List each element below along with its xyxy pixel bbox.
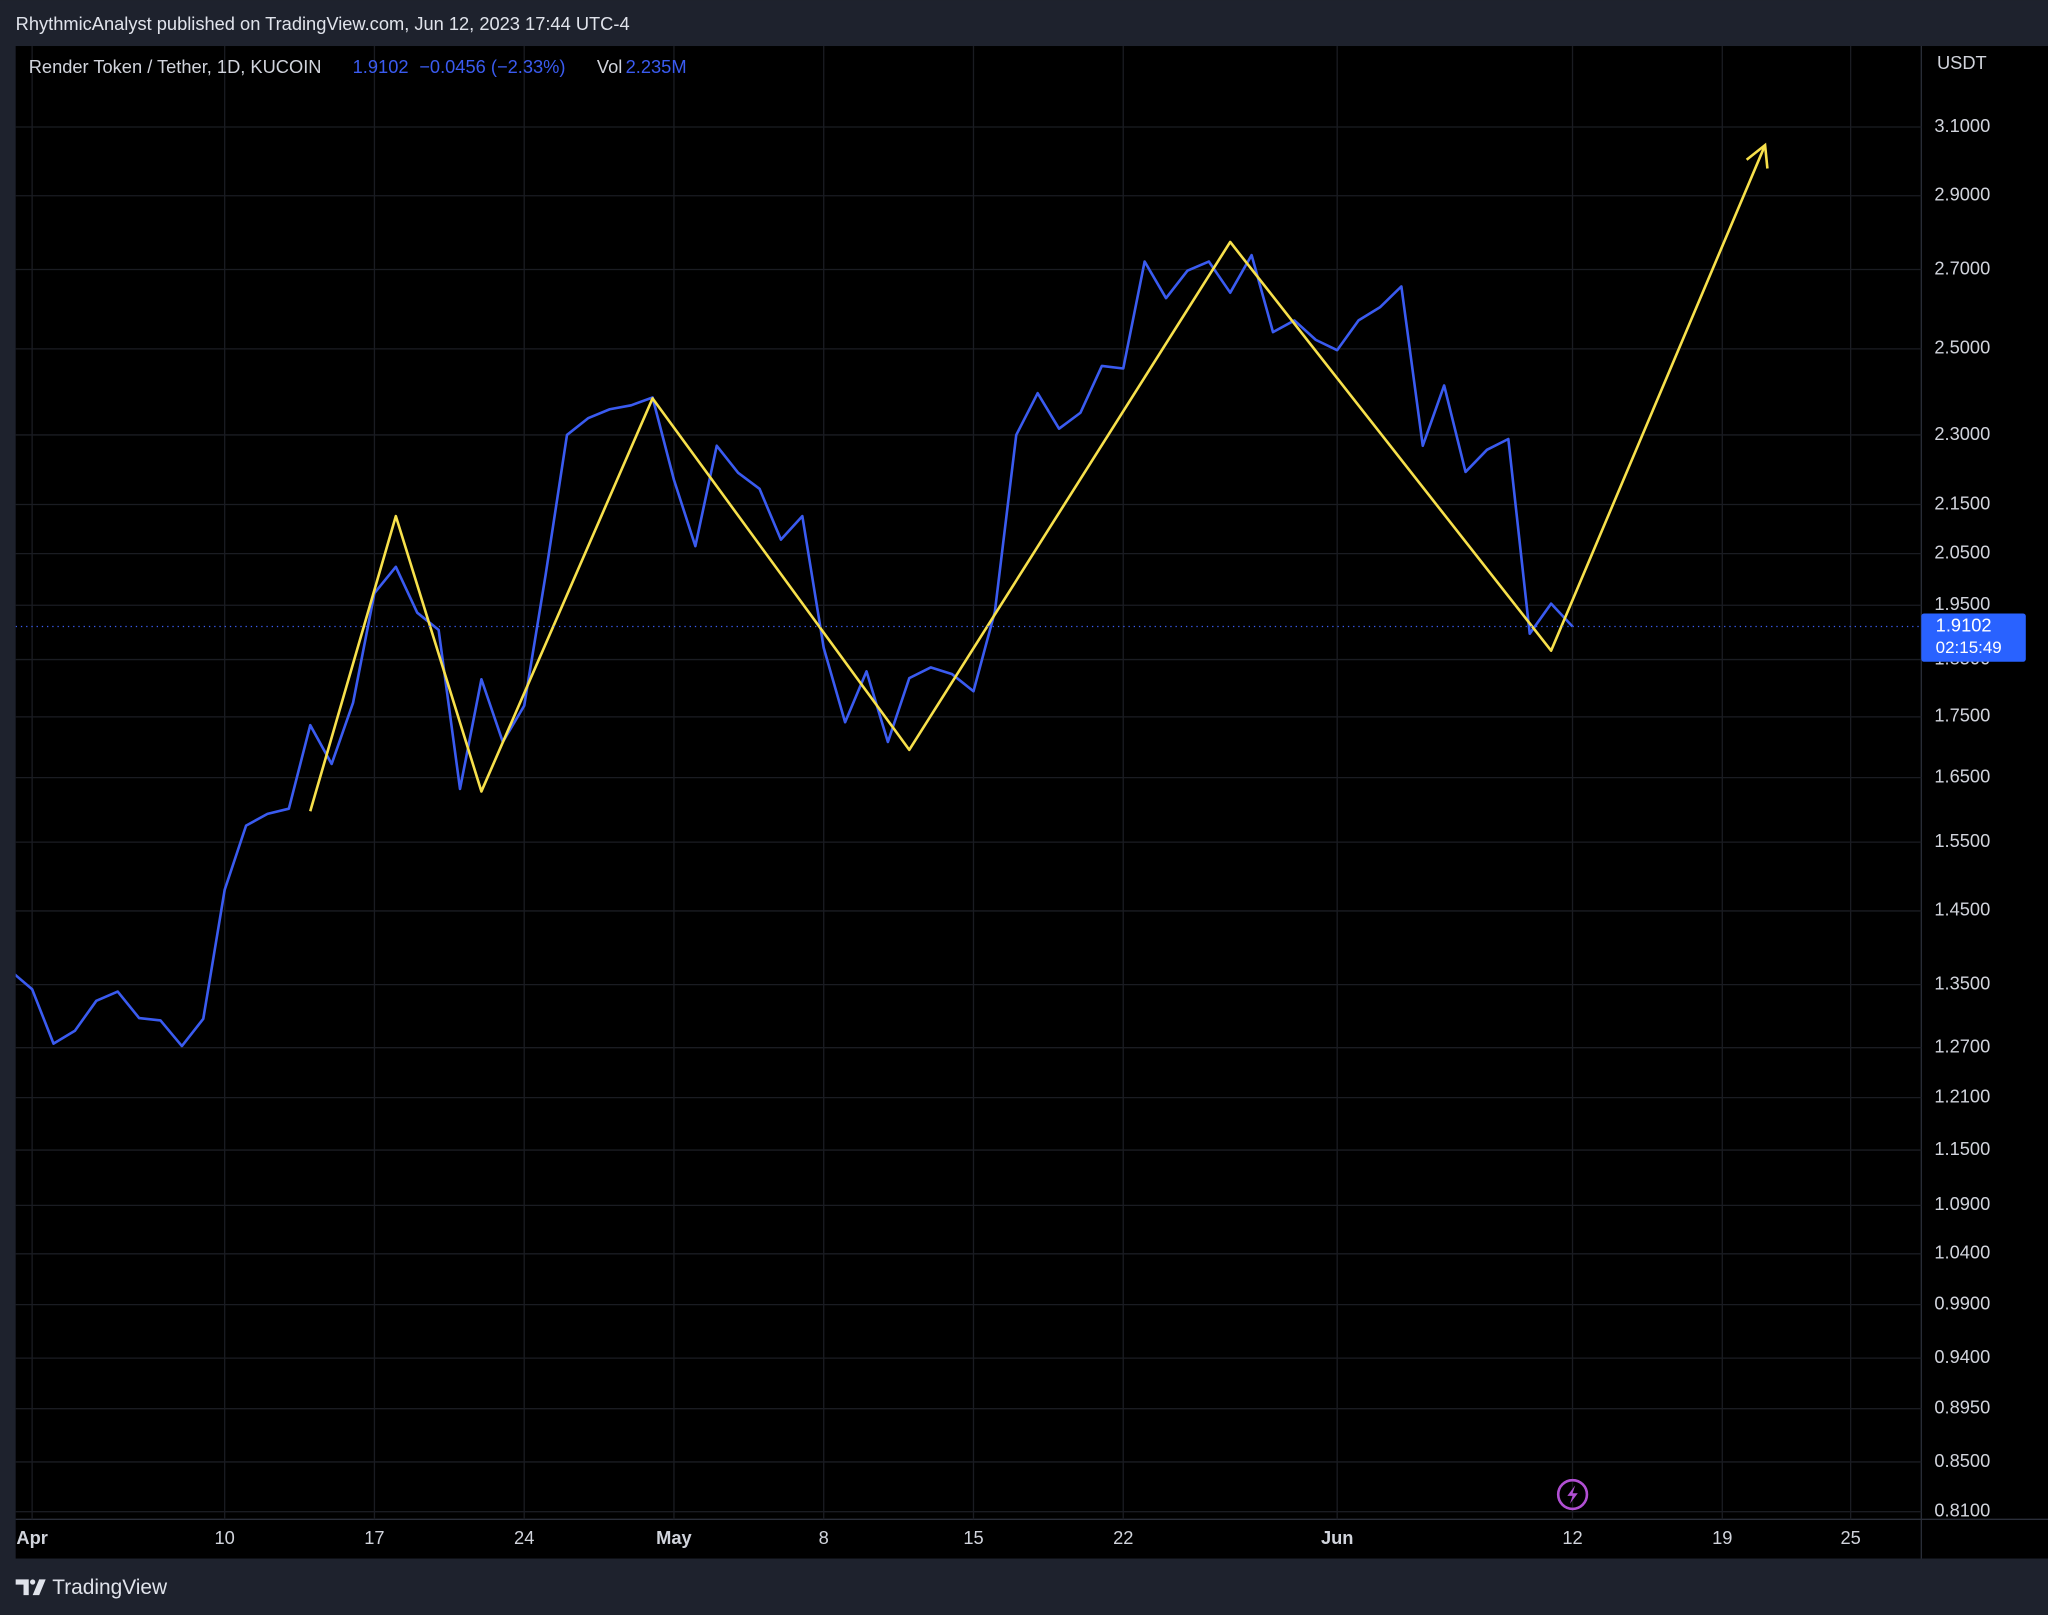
brand-logo — [15, 1579, 46, 1596]
y-tick-label: 2.9000 — [1934, 184, 1990, 205]
price-line — [309, 144, 1767, 812]
volume: 2.235M — [626, 56, 687, 77]
x-tick-label: Jun — [1321, 1527, 1353, 1548]
x-tick-label: Apr — [16, 1527, 47, 1548]
price-label-box — [1921, 613, 2026, 662]
y-tick-label: 2.5000 — [1934, 337, 1990, 358]
plot-area — [15, 46, 2048, 1559]
y-tick-label: 1.0400 — [1934, 1242, 1990, 1263]
brand: TradingView — [52, 1576, 168, 1599]
y-tick-label: 0.8100 — [1934, 1499, 1990, 1520]
y-tick-label: 1.1500 — [1934, 1138, 1990, 1159]
symbol-title: Render Token / Tether, 1D, KUCOIN — [29, 56, 322, 77]
y-tick-label: 2.0500 — [1934, 541, 1990, 562]
y-tick-label: 0.9900 — [1934, 1292, 1990, 1313]
y-tick-label: 1.9500 — [1934, 593, 1990, 614]
y-tick-label: 0.8950 — [1934, 1397, 1990, 1418]
countdown: 02:15:49 — [1936, 638, 2002, 657]
y-tick-label: 2.1500 — [1934, 492, 1990, 513]
y-tick-label: 0.8500 — [1934, 1450, 1990, 1471]
x-tick-label: May — [656, 1527, 692, 1548]
x-tick-label: 22 — [1113, 1527, 1133, 1548]
price-line — [15, 253, 1574, 1048]
x-tick-label: 10 — [215, 1527, 235, 1548]
x-tick-label: 19 — [1712, 1527, 1732, 1548]
y-tick-label: 3.1000 — [1934, 115, 1990, 136]
x-tick-label: 24 — [514, 1527, 534, 1548]
y-tick-label: 1.3500 — [1934, 972, 1990, 993]
y-tick-label: 1.5500 — [1934, 830, 1990, 851]
x-tick-label: 12 — [1562, 1527, 1582, 1548]
price-change: −0.0456 (−2.33%) — [419, 56, 565, 77]
y-tick-label: 1.2100 — [1934, 1085, 1990, 1106]
y-tick-label: 1.6500 — [1934, 765, 1990, 786]
last-price: 1.9102 — [353, 56, 409, 77]
x-tick-label: 17 — [364, 1527, 384, 1548]
arrowhead — [1745, 142, 1769, 169]
y-tick-label: 2.7000 — [1934, 257, 1990, 278]
y-unit: USDT — [1937, 52, 1987, 73]
byline: RhythmicAnalyst published on TradingView… — [16, 13, 630, 34]
y-tick-label: 0.9400 — [1934, 1346, 1990, 1367]
x-tick-label: 15 — [963, 1527, 983, 1548]
y-tick-label: 1.7500 — [1934, 705, 1990, 726]
alert-icon[interactable] — [1556, 1478, 1589, 1511]
volume-label: Vol — [597, 56, 622, 77]
x-tick-label: 8 — [819, 1527, 829, 1548]
y-tick-label: 1.0900 — [1934, 1193, 1990, 1214]
y-tick-label: 1.4500 — [1934, 899, 1990, 920]
y-tick-label: 1.2700 — [1934, 1035, 1990, 1056]
x-tick-label: 25 — [1840, 1527, 1860, 1548]
price-label: 1.9102 — [1936, 614, 1992, 635]
y-tick-label: 2.3000 — [1934, 423, 1990, 444]
